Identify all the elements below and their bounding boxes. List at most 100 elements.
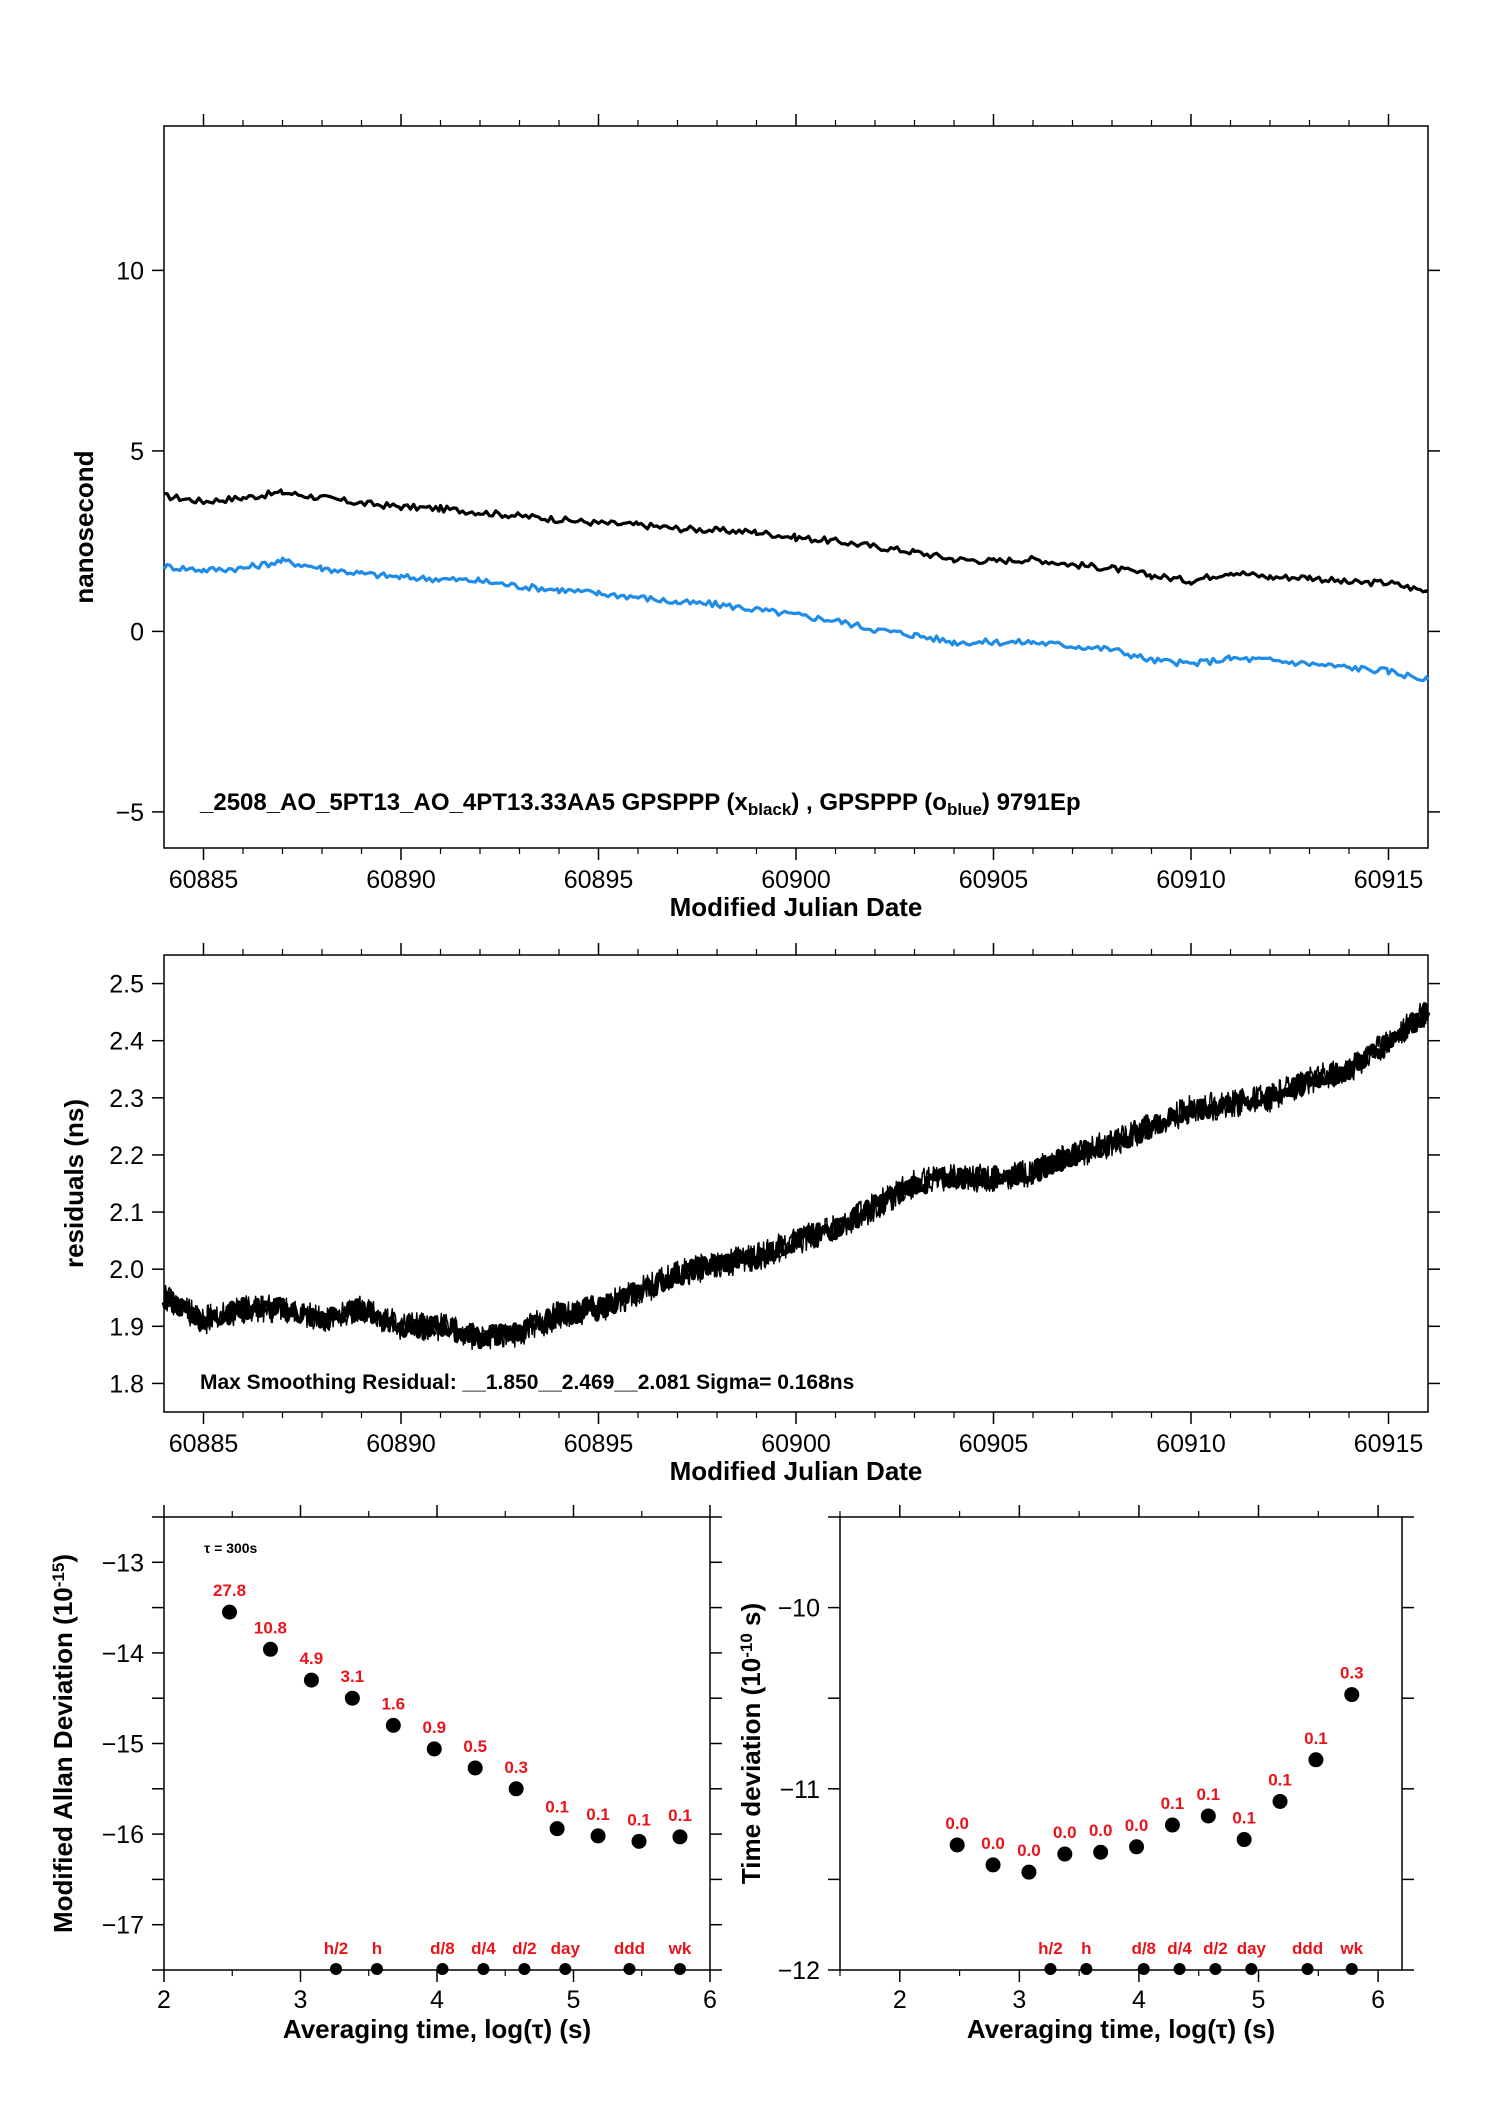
y-tick-label: 0 <box>130 618 144 646</box>
allan-deviation-panel: 2 3 4 5 6 −17 −16 −15 −14 −13 Averaging time, log(… <box>48 1505 722 2044</box>
x-tick-label: 60905 <box>959 1430 1029 1458</box>
residuals-scatter <box>163 1002 1429 1351</box>
x-tick-label: 60905 <box>959 866 1029 894</box>
point-label: 3.1 <box>341 1667 365 1686</box>
y-axis-title-exponent: -15 <box>49 1563 68 1588</box>
x-tick-label: 60895 <box>564 866 634 894</box>
tau-marker-label: day <box>551 1939 581 1958</box>
x-axis-title: Modified Julian Date <box>670 1456 923 1486</box>
deviation-point <box>222 1604 238 1620</box>
point-label: 0.0 <box>1089 1821 1113 1840</box>
point-label: 0.1 <box>1161 1794 1185 1813</box>
y-tick-label: −15 <box>102 1731 144 1759</box>
x-tick-label: 60915 <box>1354 866 1424 894</box>
x-tick-label: 6 <box>703 1986 717 2014</box>
point-label: 10.8 <box>254 1618 287 1637</box>
point-label: 27.8 <box>213 1581 246 1600</box>
x-tick-label: 3 <box>294 1986 308 2014</box>
tau-marker-label: ddd <box>614 1939 645 1958</box>
x-tick-label: 60890 <box>366 866 436 894</box>
deviation-point <box>672 1829 688 1845</box>
point-label: 0.1 <box>586 1805 610 1824</box>
tau-marker-label: d/4 <box>471 1939 496 1958</box>
y-tick-label: 2.2 <box>109 1142 144 1170</box>
point-label: 0.0 <box>1017 1841 1041 1860</box>
residuals-series <box>161 1002 1431 1350</box>
deviation-point <box>1200 1808 1216 1824</box>
tau-marker-label: d/4 <box>1167 1939 1192 1958</box>
y-axis-title-text: s) <box>736 1603 766 1633</box>
point-label: 0.1 <box>545 1798 569 1817</box>
x-tick-label: 4 <box>1132 1986 1146 2014</box>
black-series-line <box>163 488 1429 594</box>
tau-marker-label: d/8 <box>1131 1939 1156 1958</box>
tau-marker-label: wk <box>1339 1939 1363 1958</box>
deviation-point <box>1344 1687 1360 1703</box>
point-label: 0.1 <box>627 1810 651 1829</box>
y-tick-label: 5 <box>130 438 144 466</box>
deviation-point <box>508 1781 524 1797</box>
y-axis-title: Time deviation (10-10 s) <box>736 1603 766 1884</box>
tau-note: τ = 300s <box>204 1540 258 1556</box>
annotation-text: _2508_AO_5PT13_AO_4PT13.33AA5 GPSPPP (x <box>199 789 749 816</box>
y-tick-label: 2.4 <box>109 1028 144 1056</box>
deviation-point <box>590 1828 606 1844</box>
y-tick-label: 2.1 <box>109 1199 144 1227</box>
tau-marker-label: day <box>1237 1939 1267 1958</box>
tau-marker-dot <box>1301 1963 1314 1975</box>
tau-marker-label: h <box>1081 1939 1091 1958</box>
y-tick-label: −12 <box>778 1957 820 1985</box>
x-tick-label: 60900 <box>761 1430 831 1458</box>
y-tick-label: 2.3 <box>109 1085 144 1113</box>
tau-marker-label: ddd <box>1292 1939 1323 1958</box>
deviation-point <box>467 1760 483 1776</box>
deviation-point <box>262 1641 278 1657</box>
tau-marker-label: h/2 <box>324 1939 349 1958</box>
tau-marker-dot <box>1345 1963 1358 1975</box>
y-tick-label: −14 <box>102 1640 145 1668</box>
x-tick-label: 60885 <box>169 1430 239 1458</box>
x-tick-label: 60900 <box>761 866 831 894</box>
x-tick-label: 5 <box>1252 1986 1266 2014</box>
time-deviation-panel: 2 3 4 5 6 −12 −11 −10 Averaging time, log(τ) (s)… <box>736 1505 1414 2044</box>
plot-frame <box>839 1516 1403 1971</box>
y-axis-title: nanosecond <box>69 450 99 603</box>
annotation-text: ) 9791Ep <box>982 789 1081 816</box>
x-tick-label: 60915 <box>1354 1430 1424 1458</box>
tau-marker-dot <box>1209 1963 1222 1975</box>
tau-marker-dot <box>623 1963 636 1975</box>
point-label: 0.1 <box>1232 1809 1256 1828</box>
point-label: 0.1 <box>1268 1770 1292 1789</box>
tau-marker-dot <box>559 1963 572 1975</box>
y-tick-label: −11 <box>779 1776 820 1804</box>
x-tick-label: 60885 <box>169 866 239 894</box>
point-label: 0.3 <box>504 1758 528 1777</box>
annotation-subscript: black <box>748 800 792 819</box>
tau-marker-label: d/2 <box>512 1939 537 1958</box>
y-axis-title: residuals (ns) <box>59 1099 89 1268</box>
y-tick-label: −17 <box>102 1912 144 1940</box>
tau-marker-dot <box>518 1963 531 1975</box>
tau-marker-dot <box>477 1963 490 1975</box>
time-series-panel: 60885 60890 60895 60900 60905 60910 60915 −5 0 5 1… <box>69 114 1440 922</box>
deviation-point <box>631 1833 647 1849</box>
tau-marker-dot <box>1080 1963 1093 1975</box>
y-axis-title-text: ) <box>48 1554 78 1563</box>
deviation-point <box>1021 1864 1037 1880</box>
deviation-point <box>344 1690 360 1706</box>
x-tick-label: 60910 <box>1156 1430 1226 1458</box>
residual-annotation: Max Smoothing Residual: __1.850__2.469__… <box>200 1371 854 1394</box>
tau-marker-dot <box>1137 1963 1150 1975</box>
point-label: 0.0 <box>945 1814 969 1833</box>
tau-marker-label: h/2 <box>1038 1939 1063 1958</box>
x-tick-label: 3 <box>1012 1986 1026 2014</box>
y-tick-label: 10 <box>116 257 144 285</box>
y-tick-label: −16 <box>102 1821 144 1849</box>
x-tick-label: 60910 <box>1156 866 1226 894</box>
tau-marker-dot <box>329 1963 342 1975</box>
tau-marker-label: d/2 <box>1203 1939 1228 1958</box>
y-tick-label: 1.9 <box>109 1313 144 1341</box>
y-tick-label: 2.5 <box>109 971 144 999</box>
y-axis-title: Modified Allan Deviation (10-15) <box>48 1554 78 1933</box>
